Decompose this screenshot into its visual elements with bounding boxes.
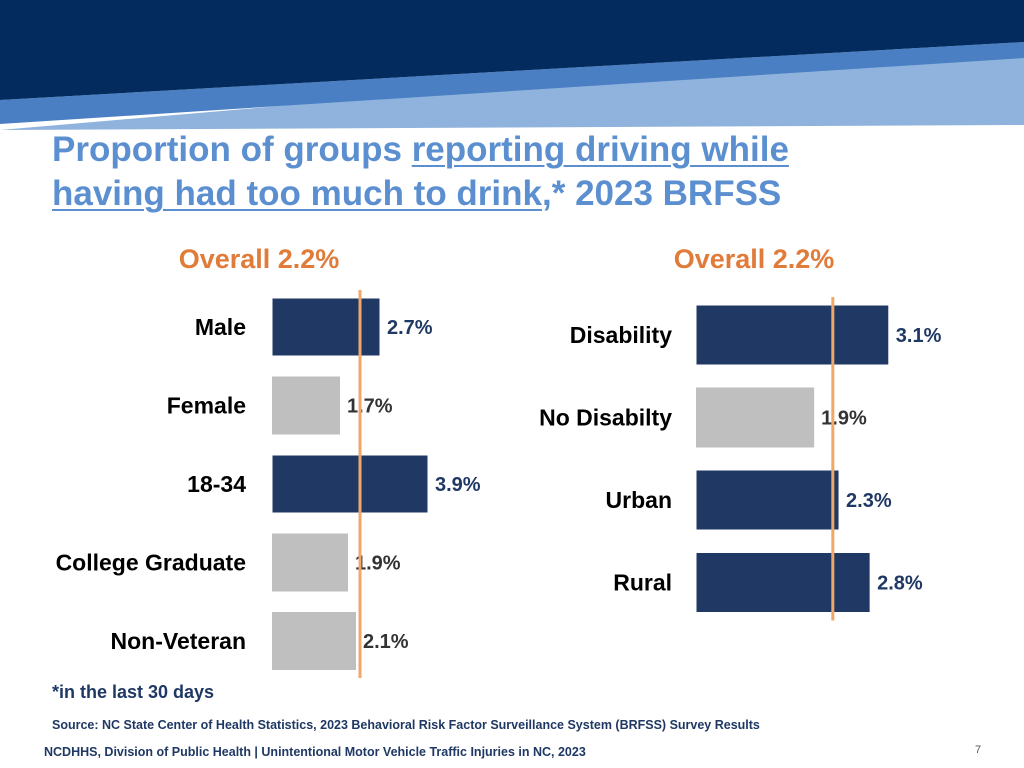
banner-dark-band bbox=[0, 0, 1024, 100]
category-label-male: Male bbox=[195, 314, 246, 340]
value-label-non-veteran: 2.1% bbox=[363, 631, 409, 653]
category-label-no-disabilty: No Disabilty bbox=[539, 405, 672, 431]
title-link-line2[interactable]: having had too much to drink bbox=[52, 174, 542, 213]
value-label-disability: 3.1% bbox=[896, 325, 942, 347]
bar-no-disabilty bbox=[696, 387, 815, 448]
value-label-18-34: 3.9% bbox=[435, 474, 481, 496]
footer-text: NCDHHS, Division of Public Health | Unin… bbox=[44, 745, 586, 759]
bar-non-veteran bbox=[272, 612, 356, 670]
bar-rural bbox=[695, 552, 871, 613]
value-label-female: 1.7% bbox=[347, 396, 393, 418]
page-title: Proportion of groups reporting driving w… bbox=[52, 128, 982, 216]
chart-left: Overall 2.2% Male 2.7% Female 1.7% 18-34 3.9% C… bbox=[56, 244, 481, 678]
title-prefix: Proportion of groups bbox=[52, 130, 412, 169]
category-label-rural: Rural bbox=[613, 570, 672, 596]
source-note: Source: NC State Center of Health Statis… bbox=[52, 718, 760, 732]
overall-label-2: Overall 2.2% bbox=[674, 244, 835, 274]
category-label-non-veteran: Non-Veteran bbox=[111, 628, 246, 654]
value-label-no-disabilty: 1.9% bbox=[821, 408, 867, 430]
bar-disability bbox=[695, 304, 890, 366]
title-suffix: ,* 2023 BRFSS bbox=[542, 174, 782, 213]
category-label-urban: Urban bbox=[606, 487, 672, 513]
footnote: *in the last 30 days bbox=[52, 682, 215, 702]
bar-urban bbox=[695, 469, 840, 531]
value-label-college-graduate: 1.9% bbox=[355, 553, 401, 575]
category-label-disability: Disability bbox=[570, 322, 672, 348]
bar-female bbox=[272, 376, 340, 435]
value-label-rural: 2.8% bbox=[877, 573, 923, 595]
value-label-urban: 2.3% bbox=[846, 490, 892, 512]
title-link-line1[interactable]: reporting driving while bbox=[411, 130, 789, 169]
page-number: 7 bbox=[975, 744, 982, 756]
banner-mid-band bbox=[0, 42, 1024, 124]
category-label-college-graduate: College Graduate bbox=[56, 550, 246, 576]
chart-right: Overall 2.2% Disability 3.1% No Disabilty 1.… bbox=[539, 244, 942, 621]
bar-18-34 bbox=[271, 454, 429, 514]
overall-label-1: Overall 2.2% bbox=[179, 244, 340, 274]
category-label-female: Female bbox=[167, 393, 246, 419]
category-label-18-34: 18-34 bbox=[187, 471, 246, 497]
value-label-male: 2.7% bbox=[387, 317, 433, 339]
bar-college-graduate bbox=[272, 533, 348, 592]
bar-male bbox=[271, 297, 381, 357]
header-banner bbox=[0, 0, 1024, 130]
